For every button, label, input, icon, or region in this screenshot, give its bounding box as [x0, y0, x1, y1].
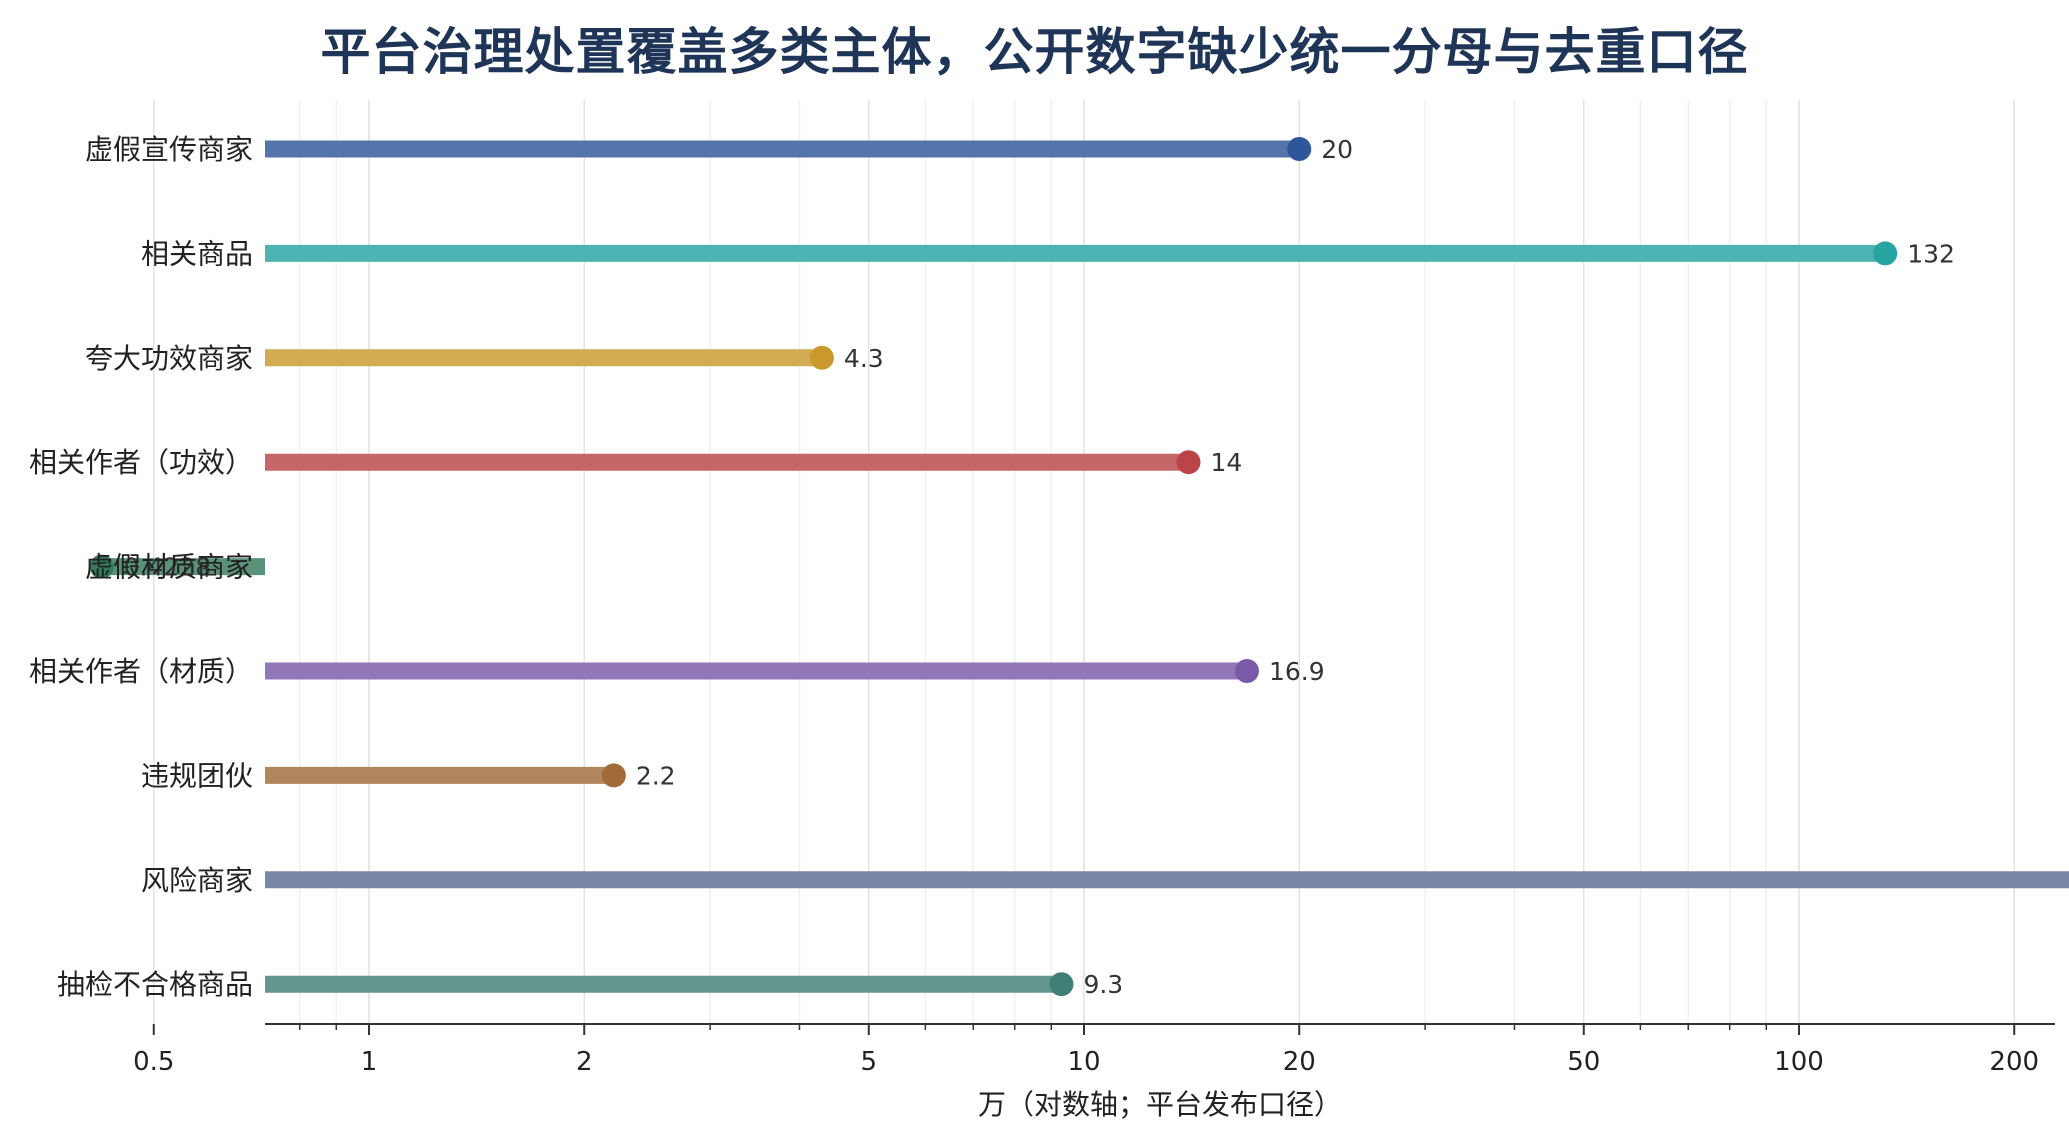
category-label: 相关商品 — [141, 237, 253, 270]
bar-dot — [601, 763, 626, 788]
x-axis-title: 万（对数轴；平台发布口径） — [978, 1088, 1342, 1121]
category-label: 风险商家 — [141, 864, 253, 897]
bars: 20 虚假宣传商家 132 相关商品 4.3 夸大功效商家 14 相关作者（功效） 0.4228… — [29, 133, 2069, 1001]
category-label: 违规团伙 — [141, 759, 253, 792]
value-label: 16.9 — [1269, 657, 1325, 686]
value-label: 132 — [1907, 239, 1955, 268]
category-label: 夸大功效商家 — [85, 342, 253, 375]
x-tick-label: 100 — [1774, 1047, 1824, 1077]
value-label: 4.3 — [844, 344, 884, 373]
x-tick-label: 5 — [860, 1047, 877, 1077]
bar-dot — [1287, 137, 1312, 161]
category-label: 相关作者（功效） — [29, 446, 253, 479]
bar-dot — [1234, 659, 1259, 683]
x-tick-label: 0.5 — [133, 1047, 174, 1077]
value-label: 14 — [1210, 448, 1242, 477]
category-label: 抽检不合格商品 — [57, 968, 253, 1001]
bar-dot — [1873, 241, 1898, 266]
value-label: 2.2 — [636, 761, 676, 790]
x-tick-label: 10 — [1067, 1047, 1100, 1077]
bar-dot — [1176, 450, 1201, 475]
bar-dot — [1049, 972, 1074, 997]
value-label: 0.4228 — [124, 553, 211, 582]
category-label: 虚假宣传商家 — [85, 133, 253, 166]
value-label: 9.3 — [1083, 970, 1123, 999]
x-tick-label: 20 — [1283, 1047, 1316, 1077]
x-tick-label: 2 — [576, 1047, 593, 1077]
bar-dot — [809, 345, 834, 370]
bar-dot — [89, 554, 114, 579]
x-tick-label: 50 — [1567, 1047, 1600, 1077]
x-tick-label: 200 — [1989, 1047, 2039, 1077]
x-axis: 0.5125102050100200500 — [133, 1023, 2055, 1077]
x-tick-label: 1 — [361, 1047, 378, 1077]
category-label: 虚假材质商家 — [85, 551, 253, 584]
value-label: 20 — [1321, 135, 1353, 164]
category-label: 相关作者（材质） — [29, 655, 253, 688]
chart-title: 平台治理处置覆盖多类主体，公开数字缺少统一分母与去重口径 — [320, 23, 1749, 81]
